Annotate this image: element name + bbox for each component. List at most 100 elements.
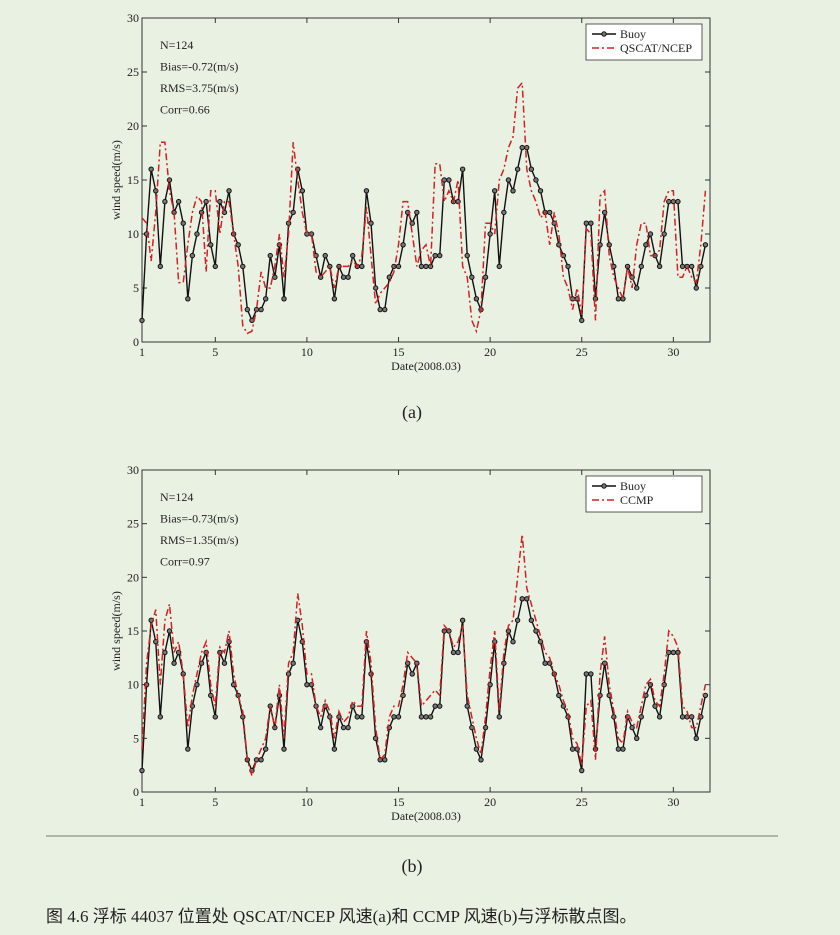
data-point <box>620 746 626 752</box>
data-point <box>492 188 498 194</box>
annotation: RMS=3.75(m/s) <box>160 81 238 95</box>
data-point <box>221 660 228 666</box>
data-point <box>354 714 360 720</box>
legend-label: Buoy <box>620 479 646 493</box>
data-point <box>194 681 200 688</box>
data-point <box>556 692 562 699</box>
data-point <box>473 296 480 302</box>
legend-label: Buoy <box>620 27 646 41</box>
x-tick-label: 10 <box>301 345 313 359</box>
data-point <box>601 660 608 666</box>
y-tick-label: 20 <box>127 119 139 133</box>
data-point <box>702 692 709 699</box>
data-point <box>262 746 269 752</box>
y-axis-label: wind speed(m/s) <box>109 591 123 671</box>
data-point <box>359 714 365 720</box>
figure-caption: 图 4.6 浮标 44037 位置处 QSCAT/NCEP 风速(a)和 CCM… <box>46 907 636 926</box>
legend-label: QSCAT/NCEP <box>620 41 692 55</box>
data-point <box>244 306 251 313</box>
y-axis-label: wind speed(m/s) <box>109 140 123 220</box>
data-point <box>482 724 489 731</box>
annotation: Corr=0.66 <box>160 103 210 117</box>
data-point <box>514 617 521 623</box>
data-point <box>208 242 214 248</box>
x-tick-label: 1 <box>139 345 145 359</box>
data-point <box>437 703 443 709</box>
data-point <box>588 220 594 226</box>
data-point <box>363 188 370 194</box>
data-point <box>226 188 232 194</box>
data-point <box>464 703 470 709</box>
data-point <box>569 746 576 752</box>
data-point <box>212 263 218 270</box>
data-point <box>450 649 457 656</box>
data-point <box>473 746 480 752</box>
y-tick-label: 15 <box>127 173 139 187</box>
data-point <box>469 274 475 280</box>
data-point <box>157 714 164 720</box>
y-tick-label: 0 <box>133 785 139 799</box>
data-point <box>395 263 402 270</box>
data-point <box>198 660 205 666</box>
data-point <box>212 714 218 720</box>
data-point <box>519 144 525 151</box>
data-point <box>414 209 420 216</box>
data-point <box>666 198 672 205</box>
data-point <box>643 242 649 248</box>
y-tick-label: 25 <box>127 65 139 79</box>
data-point <box>185 296 191 302</box>
data-point <box>519 596 525 602</box>
y-tick-label: 20 <box>127 570 139 584</box>
data-point <box>528 166 535 172</box>
y-tick-label: 30 <box>127 11 139 25</box>
data-point <box>601 209 608 216</box>
data-point <box>331 746 338 752</box>
data-point <box>189 252 196 259</box>
data-point <box>400 242 406 248</box>
data-point <box>487 231 493 237</box>
y-tick-label: 5 <box>133 731 139 745</box>
annotation: Bias=-0.72(m/s) <box>160 60 238 74</box>
data-point <box>331 296 338 302</box>
data-point <box>290 660 296 666</box>
x-tick-label: 25 <box>576 795 588 809</box>
data-point <box>542 660 548 666</box>
data-point <box>455 649 461 656</box>
data-point <box>345 274 351 280</box>
data-point <box>281 296 287 302</box>
data-point <box>656 263 663 270</box>
annotation: Bias=-0.73(m/s) <box>160 512 238 526</box>
annotation: Corr=0.97 <box>160 555 210 569</box>
annotation: N=124 <box>160 490 193 504</box>
data-point <box>382 306 388 313</box>
data-point <box>166 628 173 634</box>
data-point <box>368 220 374 226</box>
data-point <box>446 177 452 183</box>
x-tick-label: 30 <box>667 345 679 359</box>
data-point <box>478 757 484 763</box>
legend-label: CCMP <box>620 493 654 507</box>
data-point <box>698 263 704 270</box>
data-point <box>537 639 544 645</box>
data-point <box>281 746 287 752</box>
data-point <box>148 166 154 172</box>
data-point <box>501 209 507 216</box>
series-line <box>141 80 707 335</box>
data-point <box>258 306 264 313</box>
data-point <box>702 242 709 248</box>
data-point <box>533 628 539 634</box>
data-point <box>656 714 663 720</box>
data-point <box>528 617 535 623</box>
y-tick-label: 25 <box>127 517 139 531</box>
data-point <box>194 231 200 237</box>
data-point <box>441 177 448 183</box>
data-point <box>267 252 273 259</box>
data-point <box>459 166 466 172</box>
x-tick-label: 15 <box>393 795 405 809</box>
panel-label: (a) <box>402 402 422 423</box>
data-point <box>157 263 164 270</box>
data-point <box>565 263 571 270</box>
data-point <box>153 639 159 645</box>
data-point <box>427 714 434 720</box>
